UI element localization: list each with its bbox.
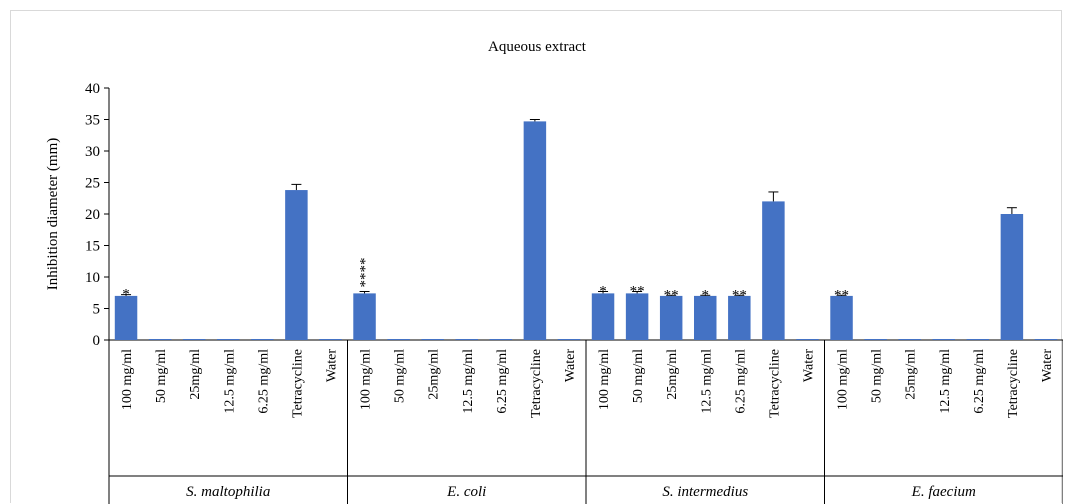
category-label: 6.25 mg/ml <box>733 349 748 414</box>
category-label: 6.25 mg/ml <box>972 349 987 414</box>
category-label: 12.5 mg/ml <box>222 349 237 414</box>
category-label: 100 mg/ml <box>597 349 612 410</box>
category-label: Tetracycline <box>767 349 782 418</box>
category-label: 50 mg/ml <box>154 349 169 403</box>
category-label: 12.5 mg/ml <box>461 349 476 414</box>
bar <box>1000 214 1024 340</box>
y-tick-label: 25 <box>85 176 100 192</box>
bar <box>625 293 649 340</box>
y-tick-label: 0 <box>93 333 101 349</box>
category-label: 6.25 mg/ml <box>495 349 510 414</box>
y-tick-label: 40 <box>85 81 100 97</box>
bar <box>591 293 615 340</box>
significance-label: * <box>599 283 607 299</box>
bar <box>762 201 785 340</box>
significance-label: ** <box>732 287 747 303</box>
bar <box>659 295 683 340</box>
y-tick-label: 30 <box>85 144 100 160</box>
category-label: Tetracycline <box>1006 349 1021 418</box>
category-label: Tetracycline <box>529 349 544 418</box>
significance-label: ** <box>664 287 679 303</box>
category-label: 50 mg/ml <box>393 349 408 403</box>
category-label: 50 mg/ml <box>631 349 646 403</box>
group-label: S. intermedius <box>662 484 748 500</box>
significance-label: * <box>122 287 129 303</box>
category-label: Water <box>801 349 816 382</box>
y-axis-label: Inhibition diameter (mm) <box>45 138 61 290</box>
bar-chart: Aqueous extract Inhibition diameter (mm)… <box>45 39 1063 504</box>
category-label: 25mg/ml <box>188 349 203 400</box>
category-label: 12.5 mg/ml <box>938 349 953 414</box>
category-label: 100 mg/ml <box>359 349 374 410</box>
chart-frame: Aqueous extract Inhibition diameter (mm)… <box>10 10 1063 504</box>
category-label: Water <box>324 349 339 382</box>
bar <box>285 190 308 340</box>
y-tick-label: 15 <box>85 239 100 255</box>
category-label: Tetracycline <box>290 349 305 418</box>
bar <box>694 295 717 340</box>
category-label: 100 mg/ml <box>120 349 135 410</box>
bar <box>353 293 376 340</box>
plot-area: 0 5 10 15 20 25 30 35 40 * 100 mg/ml 50 mg/ml 25mg/m… <box>85 81 1063 504</box>
y-tick-label: 20 <box>85 207 100 223</box>
significance-label: ** <box>630 283 645 299</box>
chart-title: Aqueous extract <box>488 39 587 55</box>
y-tick-label: 5 <box>93 302 101 318</box>
significance-label: ** <box>834 287 849 303</box>
y-tick-label: 35 <box>85 113 100 129</box>
category-label: Water <box>1040 349 1055 382</box>
y-tick-label: 10 <box>85 270 100 286</box>
category-label: 25mg/ml <box>427 349 442 400</box>
bar <box>728 295 751 340</box>
group-label: S. maltophilia <box>186 484 270 500</box>
category-label: 12.5 mg/ml <box>699 349 714 414</box>
category-label: 25mg/ml <box>904 349 919 400</box>
significance-label: * <box>702 287 710 303</box>
category-label: 25mg/ml <box>665 349 680 400</box>
category-label: 100 mg/ml <box>836 349 851 410</box>
category-label: 50 mg/ml <box>870 349 885 403</box>
bar <box>830 295 853 340</box>
bar <box>523 121 547 340</box>
category-label: Water <box>563 349 578 382</box>
group-label: E. coli <box>446 484 486 500</box>
significance-label: **** <box>358 257 374 287</box>
group-label: E. faecium <box>911 484 976 500</box>
category-label: 6.25 mg/ml <box>256 349 271 414</box>
bar <box>114 295 138 340</box>
